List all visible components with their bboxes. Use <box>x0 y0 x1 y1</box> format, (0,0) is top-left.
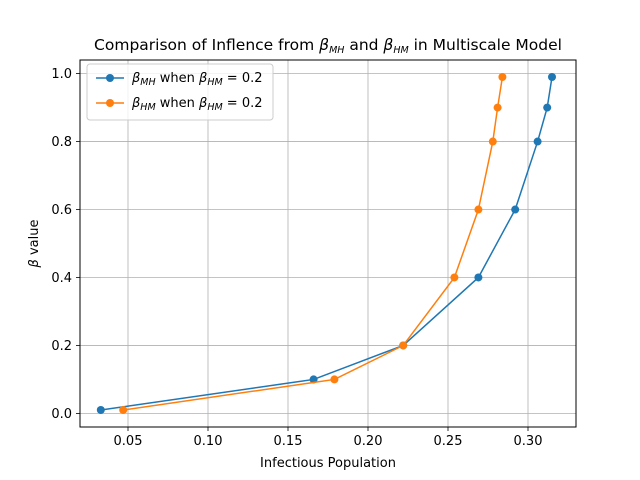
legend-box <box>86 63 274 121</box>
y-tick-label: 0.6 <box>51 203 72 218</box>
legend-entry-1: βMH when βHM = 0.2 <box>96 71 263 88</box>
legend: βMH when βHM = 0.2 βHM when βHM = 0.2 <box>86 63 274 121</box>
chart-title: Comparison of Inflence from βMH and βHM … <box>94 36 562 56</box>
y-tick-label: 0.8 <box>51 135 72 150</box>
series-line-1 <box>100 76 553 411</box>
data-point <box>488 137 497 146</box>
y-tick-label: 0.0 <box>51 407 72 422</box>
series-layer <box>96 72 556 415</box>
x-tick-label: 0.15 <box>274 434 303 449</box>
legend-marker-1 <box>106 74 114 82</box>
x-tick-label: 0.20 <box>354 434 383 449</box>
legend-label-1: βMH when βHM = 0.2 <box>131 71 263 88</box>
data-point <box>511 205 520 214</box>
legend-label-2: βHM when βHM = 0.2 <box>131 96 263 113</box>
ticks: 0.05 0.10 0.15 0.20 0.25 0.30 0.0 0.2 0.4 0.6 0.8 1… <box>51 67 542 449</box>
data-point <box>533 137 542 146</box>
data-point <box>474 205 483 214</box>
series-line-2 <box>123 76 504 411</box>
legend-entry-2: βHM when βHM = 0.2 <box>96 96 263 113</box>
x-axis-label: Infectious Population <box>260 456 396 471</box>
x-tick-label: 0.25 <box>434 434 463 449</box>
data-point <box>96 406 105 415</box>
x-tick-label: 0.30 <box>514 434 543 449</box>
data-point <box>493 103 502 112</box>
plot-frame <box>79 59 577 428</box>
data-point <box>119 406 128 415</box>
data-point <box>474 273 483 282</box>
data-point <box>548 72 556 81</box>
y-axis-label: β value <box>27 220 42 269</box>
data-point <box>399 341 408 350</box>
x-tick-label: 0.05 <box>114 434 143 449</box>
data-point <box>498 72 507 81</box>
data-point <box>543 103 552 112</box>
x-tick-label: 0.10 <box>194 434 223 449</box>
legend-marker-2 <box>106 99 114 107</box>
data-point <box>330 375 339 384</box>
data-point <box>450 273 459 282</box>
y-tick-label: 0.2 <box>51 339 72 354</box>
series-1 <box>96 72 556 415</box>
series-2 <box>119 72 507 415</box>
y-tick-label: 0.4 <box>51 271 72 286</box>
y-tick-label: 1.0 <box>51 67 72 82</box>
